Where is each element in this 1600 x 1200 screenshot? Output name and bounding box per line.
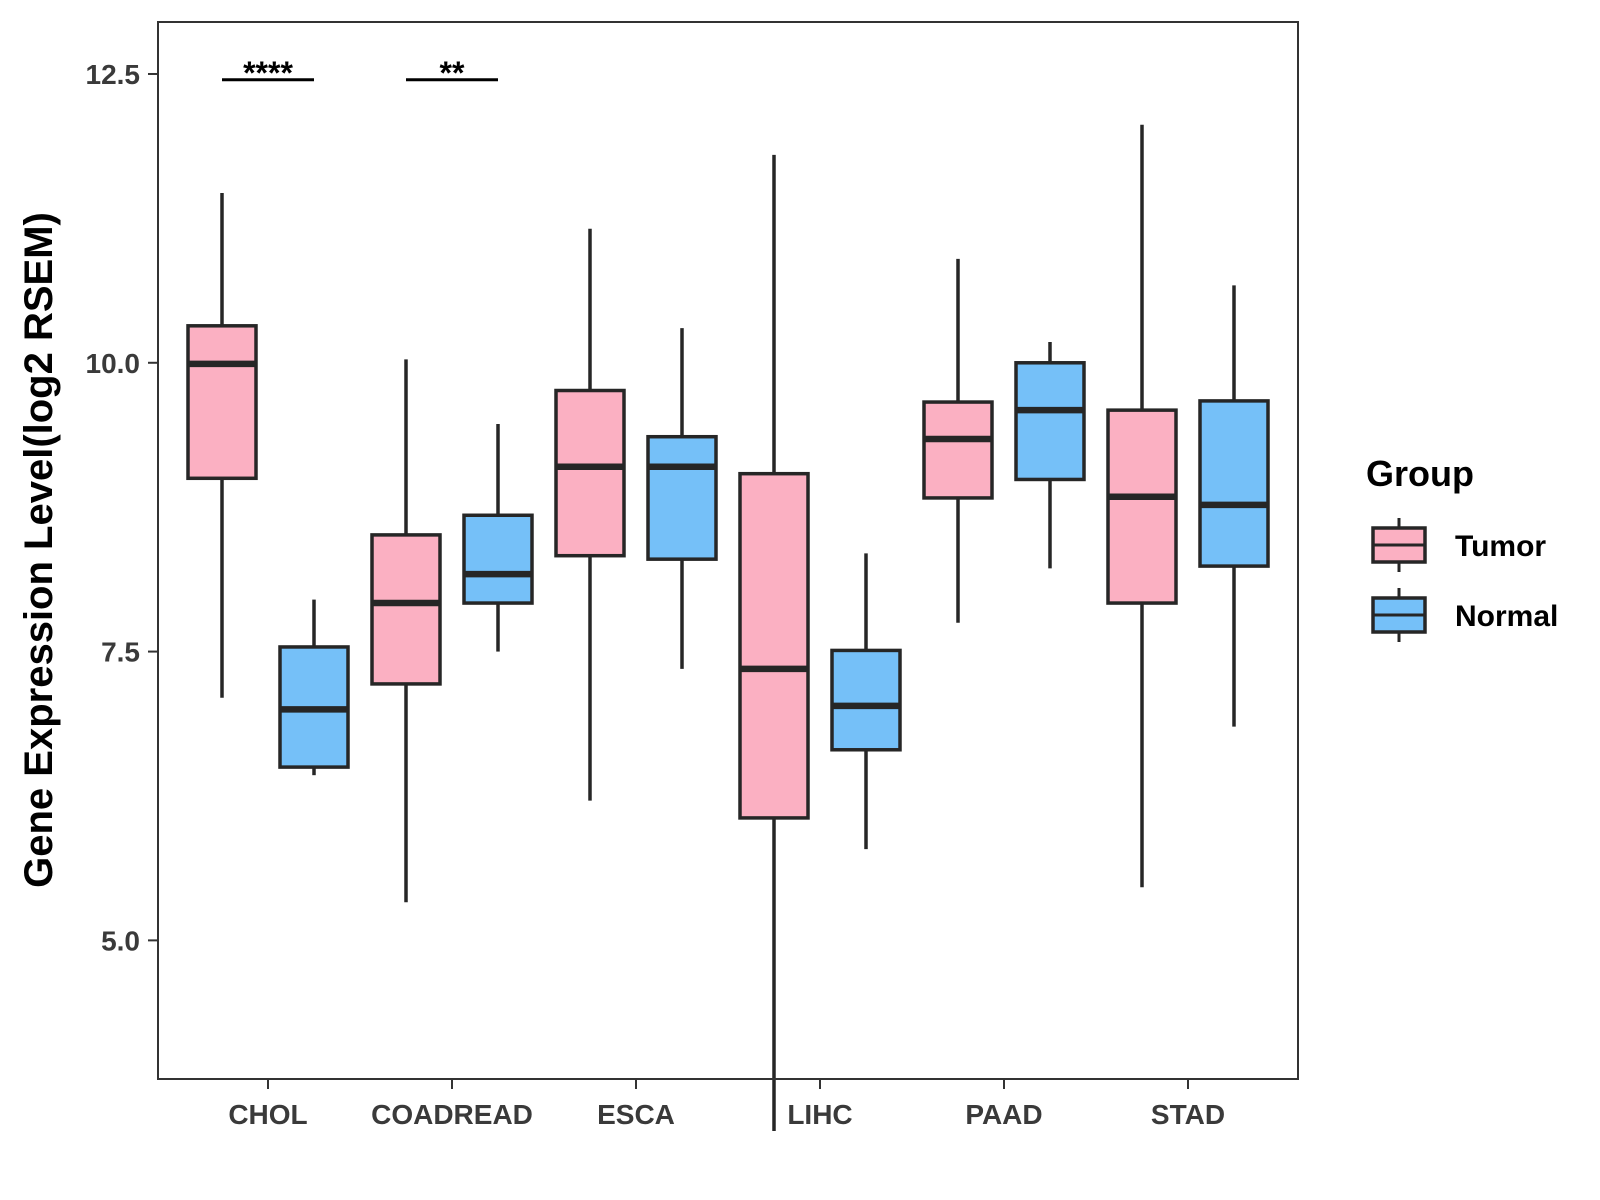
box-body-esca-tumor <box>554 388 626 558</box>
x-tick-label-lihc: LIHC <box>787 1099 852 1130</box>
box-body-stad-normal <box>1198 399 1270 568</box>
box-coadread-normal <box>462 424 534 652</box>
y-tick-label: 7.5 <box>101 637 140 668</box>
boxes-layer <box>186 124 1270 1131</box>
box-body-lihc-tumor <box>738 471 810 820</box>
significance-coadread: ** <box>406 55 498 91</box>
legend-label-tumor: Tumor <box>1455 530 1546 563</box>
box-chol-tumor <box>186 192 258 698</box>
significance-label: **** <box>243 55 293 91</box>
legend-label-normal: Normal <box>1455 600 1558 633</box>
box-lihc-tumor <box>738 154 810 1131</box>
box-body-lihc-normal <box>830 648 902 752</box>
box-paad-normal <box>1014 341 1086 569</box>
x-tick-label-chol: CHOL <box>228 1099 307 1130</box>
plot-panel-border <box>157 21 1299 1080</box>
box-esca-normal <box>646 328 718 669</box>
y-tick-label: 5.0 <box>101 925 140 956</box>
box-body-stad-tumor <box>1106 408 1178 605</box>
significance-chol: **** <box>222 55 314 91</box>
box-lihc-normal <box>830 553 902 850</box>
legend-title: Group <box>1366 453 1474 494</box>
legend: Group Tumor Normal <box>1366 453 1558 642</box>
annotation-layer: **** ** <box>222 55 498 91</box>
box-coadread-tumor <box>370 359 442 903</box>
box-chol-normal <box>278 599 350 776</box>
x-tick-label-esca: ESCA <box>597 1099 675 1130</box>
box-body-coadread-tumor <box>370 533 442 686</box>
box-esca-tumor <box>554 228 626 801</box>
box-body-coadread-normal <box>462 513 534 605</box>
y-tick-label: 12.5 <box>86 59 141 90</box>
significance-label: ** <box>440 55 465 91</box>
y-tick-label: 10.0 <box>86 348 141 379</box>
x-tick-label-coadread: COADREAD <box>371 1099 533 1130</box>
y-axis-title: Gene Expression Level(log2 RSEM) <box>17 212 61 888</box>
x-tick-label-paad: PAAD <box>965 1099 1042 1130</box>
axes-layer: 5.0 7.5 10.0 12.5 CHOL COADREAD ESCA LIHC PAAD ST… <box>86 59 1226 1130</box>
box-body-paad-tumor <box>922 400 994 500</box>
box-body-chol-tumor <box>186 324 258 481</box>
x-tick-label-stad: STAD <box>1151 1099 1225 1130</box>
legend-item-normal: Normal <box>1371 588 1558 642</box>
box-paad-tumor <box>922 258 994 623</box>
box-body-esca-normal <box>646 434 718 561</box>
box-stad-tumor <box>1106 124 1178 888</box>
legend-item-tumor: Tumor <box>1371 518 1546 572</box>
box-body-paad-normal <box>1014 361 1086 482</box>
box-stad-normal <box>1198 285 1270 727</box>
